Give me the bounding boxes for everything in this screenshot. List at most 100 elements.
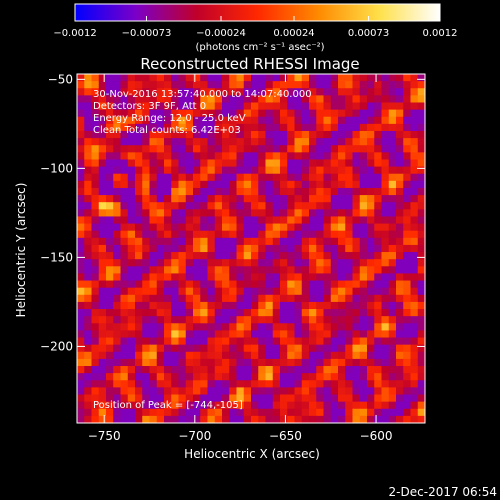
heatmap-cell [149,123,158,132]
heatmap-cell [309,316,317,324]
heatmap-cell [120,102,129,111]
heatmap-cell [193,380,201,388]
heatmap-cell [98,244,107,253]
heatmap-cell [374,102,382,111]
heatmap-cell [403,187,411,196]
heatmap-cell [374,309,382,317]
heatmap-cell [106,330,114,338]
heatmap-cell [171,301,179,310]
heatmap-cell [272,323,281,331]
heatmap-cell [236,408,245,417]
heatmap-cell [84,394,92,403]
heatmap-cell [330,344,339,353]
heatmap-cell [294,237,303,246]
heatmap-cell [236,81,245,89]
heatmap-cell [323,387,332,395]
heatmap-cell [388,138,397,146]
heatmap-cell [330,294,339,303]
heatmap-cell [280,366,288,374]
heatmap-cell [309,415,317,424]
heatmap-cell [207,130,216,139]
heatmap-cell [359,180,368,189]
heatmap-cell [294,301,303,310]
heatmap-cell [149,266,158,274]
heatmap-cell [258,166,266,175]
heatmap-cell [236,301,245,310]
heatmap-cell [156,159,165,167]
heatmap-cell [410,337,419,346]
heatmap-cell [120,216,129,224]
heatmap-cell [280,109,288,118]
heatmap-cell [84,223,92,232]
heatmap-cell [359,95,368,103]
heatmap-cell [330,408,339,417]
heatmap-cell [323,180,332,189]
heatmap-cell [156,166,165,175]
heatmap-cell [135,180,143,189]
heatmap-cell [243,366,252,374]
y-tick-label: −50 [48,72,73,86]
heatmap-cell [417,195,426,203]
heatmap-cell [330,351,339,360]
heatmap-cell [156,273,165,281]
heatmap-cell [388,173,397,182]
heatmap-cell [294,152,303,160]
heatmap-cell [142,344,150,353]
heatmap-cell [388,102,397,111]
heatmap-cell [345,81,353,89]
heatmap-cell [280,145,288,153]
heatmap-cell [417,373,426,381]
heatmap-cell [381,401,390,410]
heatmap-cell [352,301,361,310]
heatmap-cell [127,344,136,353]
heatmap-cell [396,259,404,267]
heatmap-cell [294,259,303,267]
heatmap-cell [164,230,172,239]
heatmap-cell [127,230,136,239]
heatmap-cell [193,415,201,424]
heatmap-cell [301,408,310,417]
heatmap-cell [200,280,208,289]
heatmap-cell [229,74,237,82]
heatmap-cell [113,401,121,410]
heatmap-cell [171,102,179,111]
heatmap-cell [229,401,237,410]
heatmap-cell [84,166,92,175]
heatmap-cell [338,266,346,274]
heatmap-cell [200,130,208,139]
heatmap-cell [272,294,281,303]
heatmap-cell [417,187,426,196]
heatmap-cell [396,109,404,118]
heatmap-cell [396,216,404,224]
heatmap-cell [265,95,274,103]
heatmap-cell [214,244,223,253]
heatmap-cell [396,301,404,310]
heatmap-cell [127,88,136,96]
heatmap-cell [164,387,172,395]
heatmap-cell [127,74,136,82]
heatmap-cell [381,166,390,175]
heatmap-cell [323,102,332,111]
heatmap-cell [323,373,332,381]
heatmap-cell [120,380,129,388]
heatmap-cell [171,330,179,338]
heatmap-cell [185,123,194,132]
heatmap-cell [323,344,332,353]
heatmap-cell [301,216,310,224]
heatmap-cell [120,373,129,381]
heatmap-cell [323,301,332,310]
heatmap-cell [243,401,252,410]
heatmap-cell [338,273,346,281]
heatmap-cell [309,152,317,160]
heatmap-cell [272,358,281,367]
heatmap-cell [272,280,281,289]
heatmap-cell [301,109,310,118]
heatmap-cell [200,380,208,388]
heatmap-cell [410,159,419,167]
heatmap-cell [396,401,404,410]
heatmap-cell [272,202,281,210]
heatmap-cell [164,159,172,167]
heatmap-cell [330,380,339,388]
heatmap-cell [330,280,339,289]
